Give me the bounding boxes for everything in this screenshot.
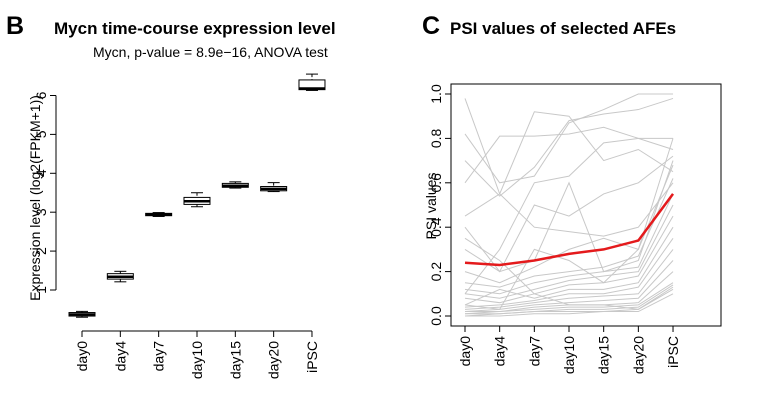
afe-series-line [464,215,674,304]
afe-series-line [464,238,674,308]
panel-c-y-tick-label: 0.4 [428,217,444,237]
panel-c-x-tick-label: day4 [492,336,508,367]
line-panel: 0.0 0.2 0.4 0.6 0.8 1.0 day0 day4 day7 day10 day15… [428,83,722,374]
panel-b-title: Mycn time-course expression level [54,19,336,38]
afe-series-line [464,97,674,197]
panel-c-letter: C [422,12,440,40]
afe-series-line [464,160,674,273]
afe-series-line [464,138,674,310]
afe-series-line [464,260,674,313]
panel-b-x-tick-label: day4 [112,341,128,372]
panel-b-x-tick-label: day10 [189,341,205,379]
panel-b-y-tick-label: 5 [33,130,49,138]
boxplot-panel: 1 2 3 4 5 6 day0 day4 day7 day10 day15 day20 iPSC [33,73,326,379]
mean-series-line [464,193,675,267]
panel-b-x-tick-label: day0 [74,341,90,372]
afe-series-line [464,204,674,299]
panel-b-x-tick-label: day20 [266,341,282,379]
afe-series-line [464,226,674,306]
panel-c-y-tick-label: 1.0 [428,84,444,104]
panel-c-plot-frame [450,83,722,327]
box-day15 [221,181,249,189]
box-day7 [145,212,173,217]
afe-series-line [464,126,674,184]
panel-c-x-tick-label: day10 [561,336,577,374]
box-day4 [106,270,134,283]
panel-c-x-tick-label: day7 [526,336,542,367]
panel-b-x-tick-label: iPSC [304,341,320,373]
afe-series-line [464,98,674,237]
afe-series-line [464,193,674,295]
panel-b-letter: B [6,12,24,40]
box-day0 [68,310,96,318]
panel-b-y-tick-label: 3 [33,208,49,216]
panel-b-x-tick-label: day15 [227,341,243,379]
panel-c-y-tick-label: 0.8 [428,128,444,148]
panel-b-subtitle: Mycn, p-value = 8.9e−16, ANOVA test [93,44,328,60]
afe-series-line [464,137,674,295]
afe-series-line [464,237,674,310]
panel-c-x-tick-label: day15 [596,336,612,374]
afe-series-line [464,93,674,184]
panel-b-y-tick-label: 1 [33,286,49,294]
panel-c-x-tick-label: day0 [457,336,473,367]
panel-b-x-tick-label: day7 [151,341,167,372]
panel-c-x-tick-label: day20 [630,336,646,374]
panel-c-y-tick-label: 0.6 [428,173,444,193]
panel-b-y-tick-label: 6 [33,91,49,99]
afe-series-line [464,111,674,217]
panel-b-ylabel: Expression level (log2(FPKM+1)) [27,95,43,301]
panel-c-y-tick-label: 0.2 [428,262,444,282]
panel-c-title: PSI values of selected AFEs [450,19,676,38]
box-day10 [183,192,211,208]
panel-c-x-tick-label: iPSC [665,336,681,368]
box-iPSC [298,73,326,91]
panel-b-y-tick-label: 4 [33,169,49,177]
afe-series-line [464,282,674,315]
panel-b-y-tick-label: 2 [33,247,49,255]
afe-series-line [464,178,674,288]
box-day20 [260,182,288,193]
panel-c-y-tick-label: 0.0 [428,306,444,326]
afe-series-line [465,293,674,317]
afe-series-line [464,249,674,310]
panel-c-ylabel: PSI values [423,173,439,240]
